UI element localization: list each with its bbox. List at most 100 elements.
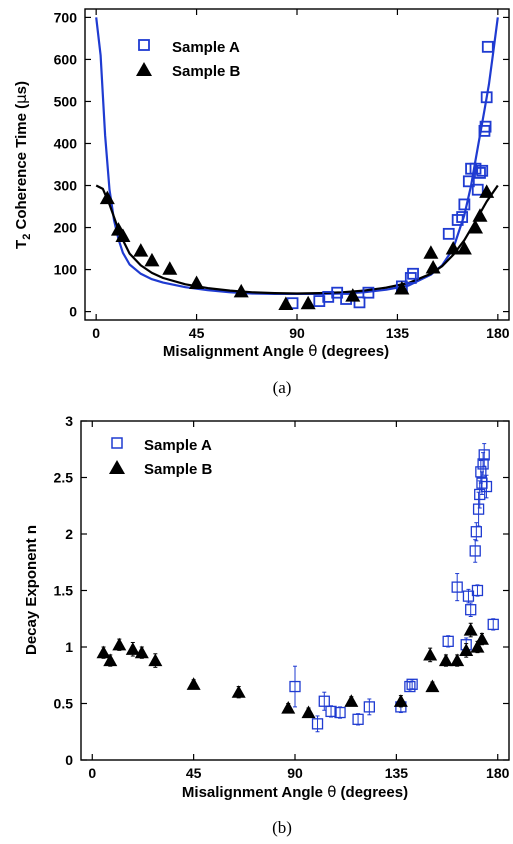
x-tick-label: 90 xyxy=(287,765,303,781)
y-tick-label: 100 xyxy=(54,262,78,278)
data-point-sample-a xyxy=(362,286,375,299)
data-point-sample-a xyxy=(479,120,492,133)
data-point-sample-b xyxy=(278,296,294,311)
data-point-sample-b xyxy=(96,645,111,659)
legend-marker-sample-a xyxy=(111,437,123,449)
data-point-sample-a xyxy=(325,705,337,718)
panel-label-a: (a) xyxy=(273,378,292,397)
data-point-sample-b xyxy=(394,280,410,295)
data-point-sample-b xyxy=(472,208,488,222)
data-point-sample-b xyxy=(459,643,474,656)
data-point-sample-b xyxy=(189,275,205,290)
mu-symbol: μ xyxy=(12,94,30,104)
data-point-sample-b xyxy=(438,653,453,667)
x-axis-title-a: Misalignment Angle θ (degrees) xyxy=(163,342,389,360)
data-point-sample-a xyxy=(477,458,489,470)
y-axis-title-a: T2 Coherence Time (μs) xyxy=(12,81,33,249)
data-point-sample-b xyxy=(112,637,127,651)
legend-marker-sample-b xyxy=(136,62,152,76)
data-point-sample-a xyxy=(334,706,346,719)
x-tick-label: 135 xyxy=(385,765,409,781)
y-tick-label: 3 xyxy=(65,413,73,429)
legend-label-sample-a: Sample A xyxy=(144,437,212,454)
x-tick-label: 45 xyxy=(189,325,205,341)
data-point-sample-b xyxy=(148,653,163,667)
data-point-sample-b xyxy=(423,647,438,661)
y-tick-label: 700 xyxy=(54,9,78,25)
data-point-sample-a xyxy=(407,267,419,280)
x-tick-label: 45 xyxy=(186,765,202,781)
data-point-sample-b xyxy=(344,694,359,707)
fit-curves-a xyxy=(95,17,499,295)
y-tick-label: 0.5 xyxy=(54,696,74,712)
y-tick-label: 300 xyxy=(54,178,78,194)
y-tick-label: 1 xyxy=(65,639,73,655)
y-tick-label: 2 xyxy=(65,526,73,542)
data-point-sample-b xyxy=(115,228,131,242)
y-tick-label: 600 xyxy=(54,51,78,67)
data-point-sample-a xyxy=(474,488,486,501)
data-point-sample-a xyxy=(451,581,463,593)
x-tick-label: 90 xyxy=(289,325,305,341)
data-point-sample-a xyxy=(476,164,489,177)
data-point-sample-b xyxy=(450,653,465,667)
data-point-sample-b xyxy=(134,645,149,659)
legend-a: Sample A Sample B xyxy=(136,39,241,80)
legend-label-sample-a: Sample A xyxy=(172,39,240,56)
data-point-sample-a xyxy=(458,198,471,211)
data-point-sample-b xyxy=(233,283,249,298)
legend-marker-sample-a xyxy=(138,39,150,51)
data-point-sample-b xyxy=(425,679,440,693)
y-tick-label: 2.5 xyxy=(54,470,74,486)
x-tick-label: 180 xyxy=(486,765,510,781)
data-point-sample-b xyxy=(162,261,178,275)
data-point-sample-a xyxy=(311,718,324,730)
data-points-b xyxy=(96,443,499,733)
x-tick-label: 180 xyxy=(486,325,510,341)
data-point-sample-a xyxy=(470,526,482,538)
data-point-sample-b xyxy=(470,640,485,653)
data-point-sample-a xyxy=(404,680,416,693)
data-point-sample-a xyxy=(352,713,364,725)
plot-area-b: 0 45 90 135 180 0 0.5 1 1.5 2 2.5 3 Sample A Sample… xyxy=(54,413,510,781)
data-point-sample-b xyxy=(99,190,115,205)
data-point-sample-a xyxy=(318,695,330,707)
data-point-sample-a xyxy=(462,175,475,188)
legend-label-sample-b: Sample B xyxy=(172,63,241,80)
data-point-sample-b xyxy=(300,295,316,310)
data-point-sample-b xyxy=(479,184,495,198)
data-point-sample-a xyxy=(442,227,455,240)
data-point-sample-b xyxy=(474,632,489,645)
data-point-sample-b xyxy=(133,243,149,257)
data-point-sample-b xyxy=(425,259,441,274)
theta-symbol-b: θ xyxy=(327,783,336,801)
data-point-sample-b xyxy=(463,623,478,636)
data-point-sample-b xyxy=(423,245,439,259)
panel-label-b: (b) xyxy=(272,818,292,837)
fit-curve-0 xyxy=(95,17,499,295)
y-tick-label: 200 xyxy=(54,220,78,236)
data-point-sample-a xyxy=(465,604,477,616)
data-point-sample-b xyxy=(186,677,201,690)
chart-panel-b: 0 45 90 135 180 0 0.5 1 1.5 2 2.5 3 Sample A Sample… xyxy=(23,413,510,837)
data-points-a xyxy=(99,40,495,311)
data-point-sample-a xyxy=(480,480,493,493)
data-point-sample-a xyxy=(331,286,344,299)
data-point-sample-a xyxy=(480,91,493,104)
x-tick-label: 135 xyxy=(386,325,410,341)
data-point-sample-a xyxy=(471,183,484,196)
data-point-sample-b xyxy=(301,705,316,719)
y-tick-label: 0 xyxy=(65,752,73,768)
data-point-sample-a xyxy=(406,678,418,690)
data-point-sample-a xyxy=(471,584,484,597)
y-tick-label: 500 xyxy=(54,93,78,109)
data-point-sample-a xyxy=(474,167,486,179)
data-point-sample-a xyxy=(456,211,469,223)
data-point-sample-a xyxy=(487,618,499,631)
x-tick-label: 0 xyxy=(92,325,100,341)
data-point-sample-a xyxy=(475,466,487,478)
data-point-sample-a xyxy=(462,590,475,602)
data-point-sample-b xyxy=(468,220,484,234)
x-tick-label: 0 xyxy=(88,765,96,781)
y-tick-label: 1.5 xyxy=(54,583,74,599)
